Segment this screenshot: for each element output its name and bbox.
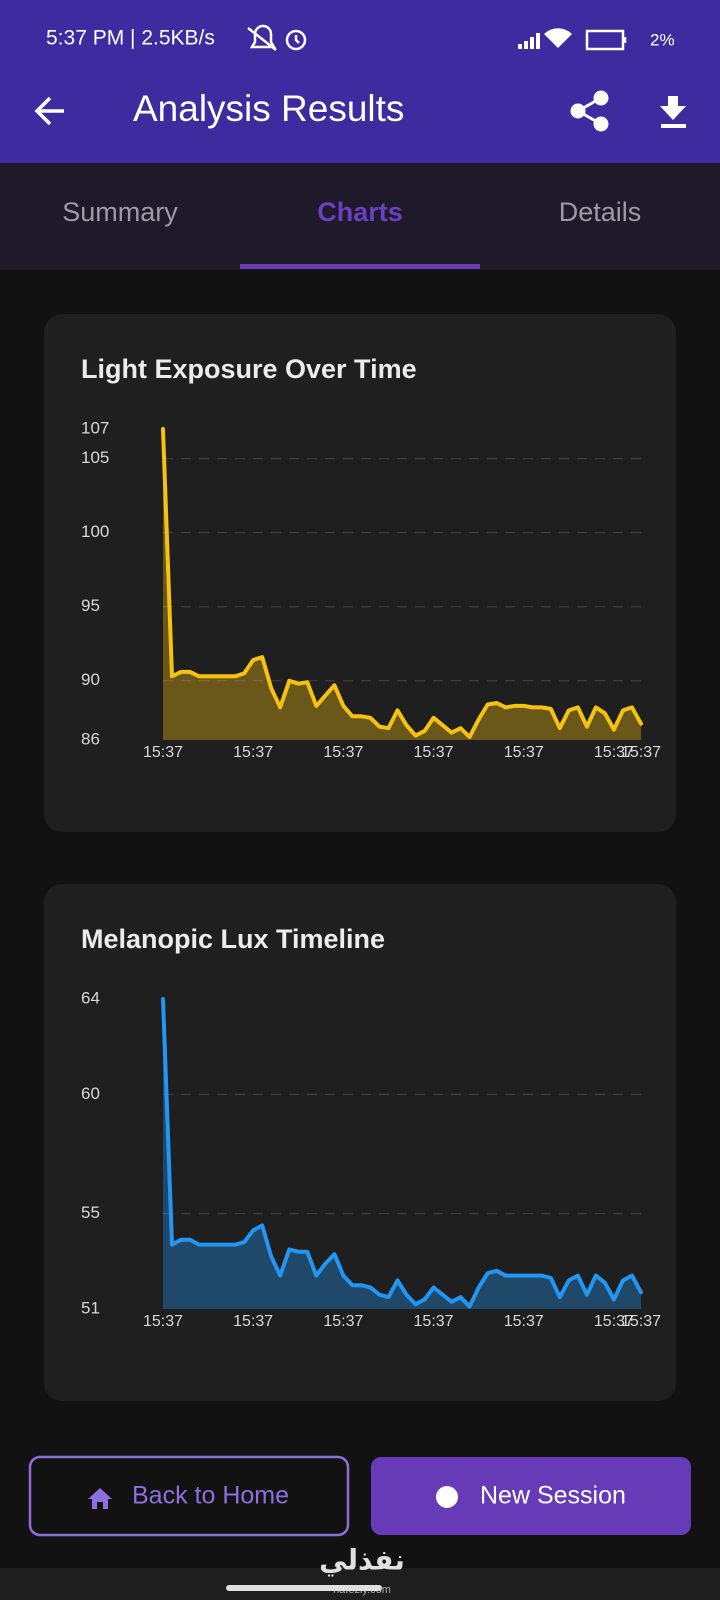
x-tick-label: 15:37: [323, 744, 363, 761]
chart-card: [44, 314, 676, 832]
x-tick-label: 15:37: [414, 744, 454, 761]
x-tick-label: 15:37: [594, 744, 634, 761]
chart-title: Light Exposure Over Time: [81, 354, 417, 384]
app-bar: [0, 0, 720, 163]
chart-card: [44, 884, 676, 1401]
status-text: 5:37 PM | 2.5KB/s: [46, 27, 215, 50]
x-tick-label: 15:37: [323, 1313, 363, 1330]
nav-bar: [0, 1568, 720, 1600]
x-tick-label: 15:37: [594, 1313, 634, 1330]
tab-bar: [0, 163, 720, 270]
x-tick-label: 15:37: [143, 1313, 183, 1330]
x-tick-label: 15:37: [414, 1313, 454, 1330]
area: [163, 429, 641, 740]
new-session-button[interactable]: [371, 1457, 691, 1535]
app-bar-title: Analysis Results: [133, 88, 404, 129]
watermark: نفذلي: [319, 1544, 405, 1576]
record-icon: [436, 1486, 458, 1508]
tab-indicator: [240, 264, 480, 269]
tab-active[interactable]: Charts: [317, 197, 403, 227]
line: [161, 997, 643, 1309]
y-tick-label: 86: [81, 729, 100, 748]
battery-level: 2%: [650, 30, 675, 49]
x-tick-label: 15:37: [233, 744, 273, 761]
y-tick-label: 107: [81, 418, 109, 437]
x-tick-label: 15:37: [621, 1313, 661, 1330]
y-tick-label: 105: [81, 448, 109, 467]
status-icons: [247, 24, 627, 51]
back-to-home-button[interactable]: [28, 1455, 350, 1537]
share-button[interactable]: [570, 90, 609, 132]
home-indicator: [226, 1585, 382, 1591]
y-tick-label: 95: [81, 596, 100, 615]
x-tick-label: 15:37: [233, 1313, 273, 1330]
charts: Light Exposure Over Time 86 90 95 100 105 107 1…: [81, 354, 661, 1330]
y-tick-label: 90: [81, 670, 100, 689]
y-tick-label: 51: [81, 1298, 100, 1317]
y-tick-label: 100: [81, 522, 109, 541]
chart-title: Melanopic Lux Timeline: [81, 924, 385, 954]
tab[interactable]: Details: [559, 197, 642, 227]
button-label: New Session: [480, 1482, 626, 1510]
area: [163, 999, 641, 1309]
button-label: Back to Home: [132, 1482, 289, 1510]
signal-icon: [518, 28, 572, 49]
tab[interactable]: Summary: [62, 197, 178, 227]
x-tick-label: 15:37: [621, 744, 661, 761]
x-tick-label: 15:37: [143, 744, 183, 761]
line: [161, 427, 643, 739]
x-tick-label: 15:37: [504, 1313, 544, 1330]
y-tick-label: 60: [81, 1084, 100, 1103]
y-tick-label: 64: [81, 988, 100, 1007]
x-tick-label: 15:37: [504, 744, 544, 761]
back-button[interactable]: [34, 96, 64, 126]
home-icon: [88, 1488, 112, 1509]
y-tick-label: 55: [81, 1203, 100, 1222]
download-button[interactable]: [660, 96, 686, 128]
